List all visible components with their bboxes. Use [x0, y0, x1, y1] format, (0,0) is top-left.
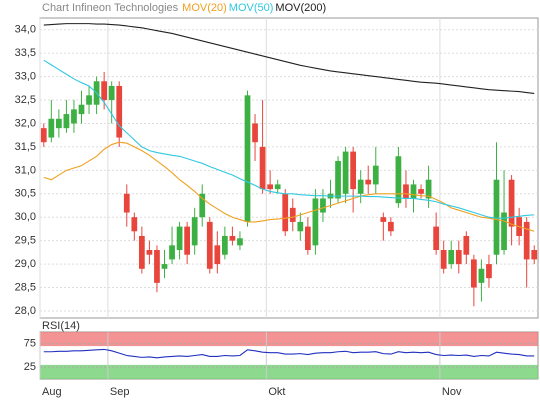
candle-body: [48, 118, 55, 138]
candle-body: [267, 184, 274, 190]
candle-body: [486, 264, 492, 279]
candle-body: [154, 250, 160, 283]
candle-body: [282, 193, 289, 232]
rsi-line: [43, 348, 535, 359]
candle-body: [350, 151, 357, 190]
candle-body: [433, 226, 440, 251]
candle-body: [357, 179, 364, 194]
candle-body: [455, 250, 462, 265]
candle-body: [55, 118, 62, 129]
chart-title: Chart Infineon Technologies: [42, 2, 179, 14]
candle-body: [237, 238, 243, 246]
candle-body: [403, 184, 409, 199]
legend: Chart Infineon Technologies MOV(20) MOV(50…: [42, 2, 326, 14]
rsi-title: RSI(14): [42, 320, 80, 332]
y-tick-label: 32,5: [15, 94, 36, 106]
x-tick-label: Nov: [442, 386, 462, 398]
candle-body: [463, 235, 470, 255]
y-tick-label: 31,0: [15, 164, 36, 176]
candle-body: [123, 193, 130, 213]
candle-body: [191, 217, 198, 246]
moving-average-line: [43, 141, 535, 232]
candle-body: [229, 235, 236, 241]
x-tick-label: Aug: [42, 386, 62, 398]
candle-body: [418, 189, 424, 194]
y-tick-label: 28,5: [15, 281, 36, 293]
candle-body: [274, 184, 281, 190]
y-tick-label: 31,5: [15, 141, 36, 153]
candle-body: [63, 114, 70, 129]
legend-entry: MOV(200): [275, 2, 326, 14]
candle-body: [146, 250, 153, 255]
candle-body: [138, 235, 145, 269]
candle-body: [395, 156, 402, 204]
candle-body: [372, 165, 379, 185]
candle-body: [176, 226, 183, 251]
candle-body: [508, 179, 515, 227]
candle-body: [101, 81, 108, 101]
candle-body: [493, 179, 500, 255]
y-tick-label: 33,5: [15, 47, 36, 59]
y-tick-label: 33,0: [15, 71, 36, 83]
y-tick-label: 29,5: [15, 235, 36, 247]
candle-body: [161, 264, 168, 269]
legend-entry: MOV(20): [182, 2, 227, 14]
candle-body: [214, 245, 221, 265]
candle-body: [71, 109, 77, 124]
candle-body: [108, 85, 115, 101]
y-tick-label: 34,0: [15, 24, 36, 36]
y-tick-label: 32,0: [15, 117, 36, 129]
candle-body: [410, 184, 417, 199]
candle-body: [169, 245, 175, 260]
candle-body: [342, 151, 349, 194]
y-tick-label: 29,0: [15, 258, 36, 270]
candle-body: [531, 250, 538, 260]
moving-average-line: [43, 23, 535, 95]
candle-body: [131, 217, 138, 232]
candle-body: [289, 207, 296, 222]
overbought-band: [40, 332, 538, 347]
y-tick-label: 75: [24, 338, 36, 350]
candle-body: [312, 198, 319, 246]
moving-average-line: [43, 59, 535, 219]
candle-body: [470, 259, 477, 288]
candle-body: [206, 221, 213, 269]
candle-body: [199, 193, 206, 218]
candle-body: [116, 85, 123, 138]
candle-body: [425, 179, 432, 199]
y-tick-label: 28,0: [15, 305, 36, 317]
candle-body: [478, 268, 485, 283]
y-tick-label: 25: [24, 361, 36, 373]
candle-body: [78, 104, 85, 115]
oversold-band: [40, 364, 538, 379]
candle-body: [387, 221, 394, 232]
legend-entry: MOV(50): [229, 2, 274, 14]
candle-body: [380, 217, 387, 222]
x-tick-label: Okt: [268, 386, 285, 398]
candle-body: [365, 179, 372, 185]
candle-body: [501, 212, 507, 251]
candle-body: [252, 123, 258, 143]
y-tick-label: 30,5: [15, 188, 36, 200]
candle-body: [335, 160, 341, 199]
x-tick-label: Sep: [110, 386, 130, 398]
candle-body: [304, 226, 311, 251]
candle-body: [259, 146, 266, 190]
candle-body: [221, 235, 228, 255]
candle-body: [523, 221, 530, 260]
candle-body: [320, 198, 326, 213]
candle-body: [297, 221, 304, 232]
y-tick-label: 30,0: [15, 211, 36, 223]
candle-body: [440, 250, 447, 269]
candle-body: [244, 95, 251, 222]
candle-body: [86, 95, 92, 105]
candle-body: [448, 250, 455, 265]
candle-body: [184, 226, 191, 255]
price-panel: [39, 17, 539, 319]
candle-body: [40, 128, 47, 143]
